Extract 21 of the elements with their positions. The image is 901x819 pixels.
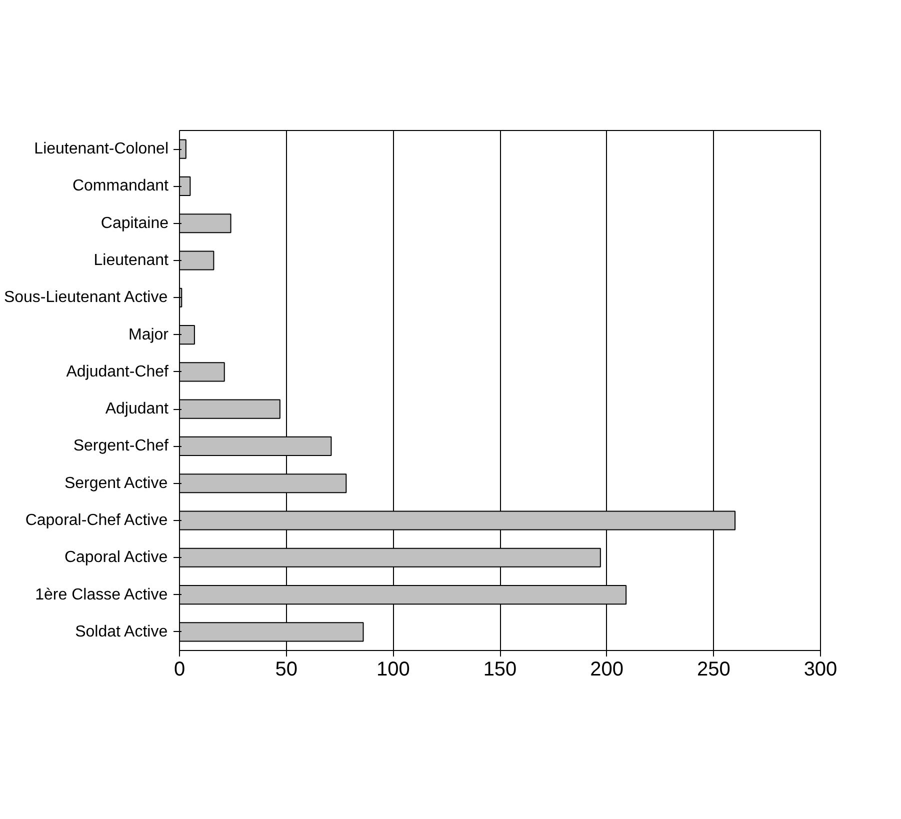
y-tick-label: Commandant xyxy=(72,178,170,195)
y-tick-label: Lieutenant-Colonel xyxy=(34,140,169,158)
y-tick-label: Caporal Active xyxy=(64,549,168,566)
y-tick-label: Caporal-Chef Active xyxy=(25,512,168,529)
y-tick-label: 1ère Classe Active xyxy=(35,586,168,604)
y-tick-label: Sous-Lieutenant Active xyxy=(4,289,168,306)
x-tick-label: 100 xyxy=(376,658,410,680)
y-tick-label: Capitaine xyxy=(100,214,169,232)
y-tick-label: Adjudant-Chef xyxy=(66,363,170,380)
y-tick-label: Sergent Active xyxy=(64,474,168,492)
y-tick-label: Adjudant xyxy=(105,400,170,418)
x-tick-label: 0 xyxy=(174,658,186,680)
y-tick-label: Sergent-Chef xyxy=(73,438,170,455)
x-tick-label: 300 xyxy=(804,658,838,680)
y-tick-label: Major xyxy=(128,326,170,344)
x-tick-label: 150 xyxy=(483,658,517,680)
y-tick-label: Soldat Active xyxy=(75,623,168,640)
x-tick-label: 50 xyxy=(275,658,298,680)
x-tick-label: 250 xyxy=(696,658,730,680)
y-tick-label: Lieutenant xyxy=(94,252,170,269)
x-tick-label: 200 xyxy=(590,658,624,680)
